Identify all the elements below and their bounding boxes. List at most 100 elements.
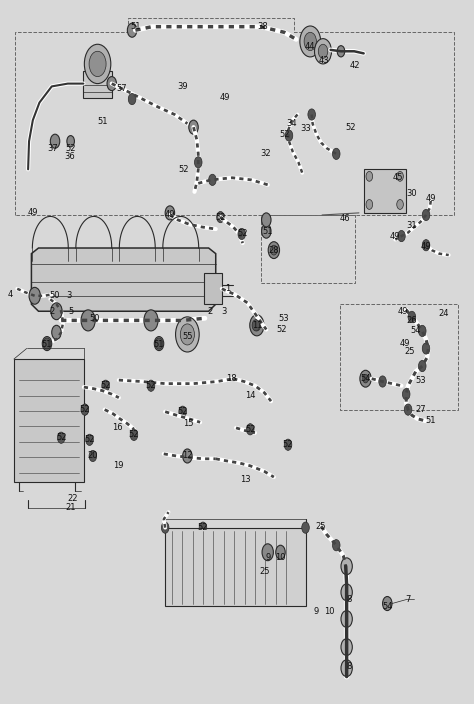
Text: 4: 4 — [8, 290, 13, 299]
Circle shape — [422, 209, 430, 220]
Circle shape — [284, 439, 292, 451]
Text: 52: 52 — [345, 122, 356, 132]
Text: 26: 26 — [407, 316, 417, 325]
Circle shape — [182, 449, 192, 463]
Circle shape — [217, 211, 224, 222]
Text: 1: 1 — [225, 284, 230, 294]
Circle shape — [379, 376, 386, 387]
Text: 21: 21 — [65, 503, 76, 513]
Circle shape — [341, 660, 352, 677]
Circle shape — [51, 303, 62, 320]
Circle shape — [81, 404, 89, 415]
Circle shape — [253, 320, 261, 331]
Text: 49: 49 — [421, 242, 431, 251]
Text: 34: 34 — [286, 119, 297, 128]
Text: 53: 53 — [415, 376, 426, 384]
Circle shape — [341, 584, 352, 601]
Circle shape — [89, 51, 106, 77]
Text: 32: 32 — [260, 149, 271, 158]
Text: 51: 51 — [263, 227, 273, 236]
Text: 49: 49 — [426, 194, 436, 203]
Text: 8: 8 — [347, 595, 352, 604]
Text: 33: 33 — [300, 124, 311, 133]
Circle shape — [332, 539, 340, 551]
Text: 25: 25 — [259, 567, 270, 576]
Text: 24: 24 — [439, 309, 449, 318]
Circle shape — [57, 432, 65, 444]
Text: 37: 37 — [47, 144, 58, 153]
Circle shape — [383, 596, 392, 610]
Circle shape — [179, 406, 186, 417]
Circle shape — [271, 245, 277, 255]
Text: 10: 10 — [275, 553, 286, 562]
Circle shape — [238, 228, 246, 239]
Text: 12: 12 — [182, 451, 192, 460]
Text: 31: 31 — [407, 221, 417, 230]
Polygon shape — [364, 170, 406, 213]
Text: 49: 49 — [390, 232, 401, 241]
Circle shape — [155, 338, 163, 349]
Text: 3: 3 — [66, 291, 72, 301]
Circle shape — [144, 310, 158, 331]
Circle shape — [262, 543, 273, 560]
Circle shape — [404, 404, 412, 415]
Text: 43: 43 — [319, 56, 330, 65]
Text: 49: 49 — [27, 208, 38, 218]
Text: 52: 52 — [277, 325, 287, 334]
Circle shape — [180, 324, 194, 345]
Circle shape — [81, 404, 89, 415]
Polygon shape — [31, 248, 216, 311]
Circle shape — [285, 130, 293, 142]
Polygon shape — [83, 71, 112, 98]
Circle shape — [250, 315, 264, 336]
Circle shape — [155, 337, 164, 351]
Text: 52: 52 — [65, 144, 76, 153]
Text: 49: 49 — [220, 93, 230, 102]
Text: 2: 2 — [207, 307, 212, 316]
Text: 10: 10 — [324, 608, 335, 617]
Circle shape — [262, 213, 271, 227]
Circle shape — [300, 26, 320, 57]
Circle shape — [189, 120, 198, 134]
Circle shape — [29, 287, 40, 304]
Circle shape — [315, 39, 331, 64]
Text: 52: 52 — [279, 130, 290, 139]
Circle shape — [262, 224, 271, 238]
Circle shape — [81, 310, 95, 331]
Circle shape — [419, 360, 426, 372]
Text: 14: 14 — [245, 391, 255, 400]
Circle shape — [304, 32, 317, 51]
Circle shape — [302, 522, 310, 533]
Text: 42: 42 — [350, 61, 360, 70]
Polygon shape — [204, 273, 222, 304]
Circle shape — [165, 206, 174, 220]
Text: 22: 22 — [67, 494, 78, 503]
Circle shape — [50, 134, 60, 149]
Circle shape — [128, 94, 136, 105]
Circle shape — [252, 320, 260, 331]
Circle shape — [67, 136, 74, 147]
Circle shape — [341, 558, 352, 574]
Circle shape — [102, 380, 109, 391]
Circle shape — [84, 44, 111, 84]
Text: 51: 51 — [130, 23, 141, 31]
Text: 13: 13 — [240, 475, 251, 484]
Circle shape — [363, 375, 368, 383]
Text: 3: 3 — [221, 307, 227, 316]
Text: 54: 54 — [410, 327, 421, 335]
Text: 9: 9 — [265, 553, 270, 562]
Text: 25: 25 — [404, 348, 415, 356]
Bar — [14, 359, 84, 482]
Circle shape — [318, 44, 328, 58]
Circle shape — [341, 639, 352, 655]
Circle shape — [398, 230, 405, 241]
Text: 16: 16 — [113, 423, 123, 432]
Circle shape — [341, 610, 352, 627]
Circle shape — [246, 424, 254, 435]
Text: 52: 52 — [245, 425, 255, 434]
Text: 9: 9 — [314, 608, 319, 617]
Text: 52: 52 — [146, 382, 156, 390]
Circle shape — [308, 109, 316, 120]
Text: 54: 54 — [360, 375, 371, 383]
Circle shape — [107, 77, 117, 91]
